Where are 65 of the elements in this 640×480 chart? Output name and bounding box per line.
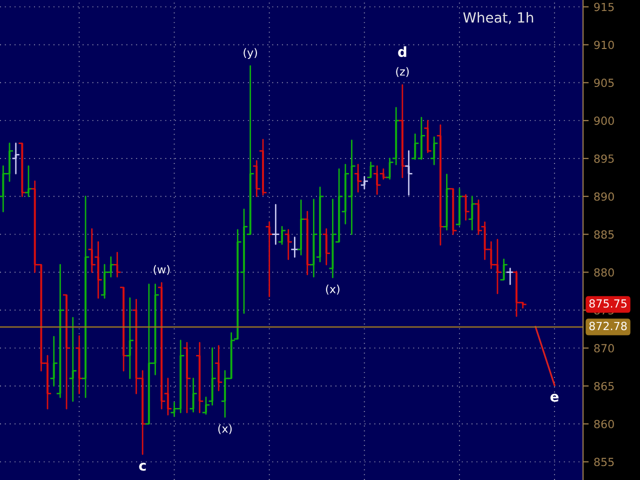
candlestick (348, 140, 356, 236)
y-tick-label: 855 (594, 458, 614, 466)
candlestick (253, 160, 260, 198)
candlestick (398, 84, 406, 178)
candlestick (69, 317, 76, 402)
candlestick (94, 241, 102, 299)
annotation: (y) (244, 48, 257, 59)
candlestick (183, 342, 190, 414)
candlestick (114, 252, 121, 278)
candlestick (316, 186, 324, 262)
candlestick (190, 378, 197, 412)
candlestick (76, 335, 83, 394)
candlestick (374, 165, 381, 195)
candlestick (164, 378, 172, 416)
candlestick (158, 282, 166, 410)
y-tick-label: 870 (594, 344, 614, 352)
text: Wheat, 1h (463, 12, 534, 24)
candlestick (360, 176, 368, 190)
y-tick-label: 900 (594, 116, 614, 125)
candlestick (12, 142, 20, 174)
text: 875.75 (589, 299, 627, 308)
y-tick-label: 910 (594, 40, 614, 50)
annotation: c (139, 462, 146, 471)
candlestick (506, 268, 514, 286)
ref-line-label: 872.78 (589, 322, 627, 330)
candlestick (24, 165, 32, 198)
candlestick (342, 164, 349, 224)
y-tick-label: 915 (594, 2, 614, 12)
y-tick-label: 885 (594, 230, 614, 239)
candlestick (208, 347, 216, 406)
annotation: (w) (154, 264, 170, 275)
y-tick-label: 890 (594, 192, 614, 201)
candlestick (56, 264, 64, 398)
y-tick-label: 905 (594, 78, 614, 88)
annotation: (x) (218, 424, 232, 434)
candlestick (82, 196, 90, 398)
y-tick-label: 880 (594, 268, 614, 277)
candlestick (259, 138, 267, 196)
annotation: e (550, 394, 559, 402)
y-tick-label: 895 (594, 154, 614, 163)
candlestick (126, 297, 134, 380)
candlestick (196, 342, 204, 414)
candlestick (443, 174, 450, 230)
candlestick (310, 198, 318, 278)
candlestick (278, 226, 286, 245)
candlestick (304, 210, 311, 276)
candlestick (468, 196, 476, 230)
candlestick (297, 199, 305, 256)
candlestick (291, 236, 298, 258)
annotation: (x) (326, 284, 340, 295)
candlestick (322, 228, 330, 266)
candlestick (436, 124, 444, 246)
candlestick (405, 150, 412, 196)
candlestick (284, 229, 292, 260)
candlestick (215, 345, 222, 392)
y-tick-label: 860 (594, 420, 614, 428)
annotation: (z) (396, 67, 409, 77)
candlestick (266, 221, 273, 298)
candlestick (354, 164, 362, 193)
annotation: d (398, 46, 406, 58)
y-tick-label: 865 (594, 382, 614, 390)
candlestick (430, 136, 438, 166)
candlestick (329, 198, 336, 278)
candlestick (392, 106, 400, 166)
candlestick (272, 204, 280, 245)
